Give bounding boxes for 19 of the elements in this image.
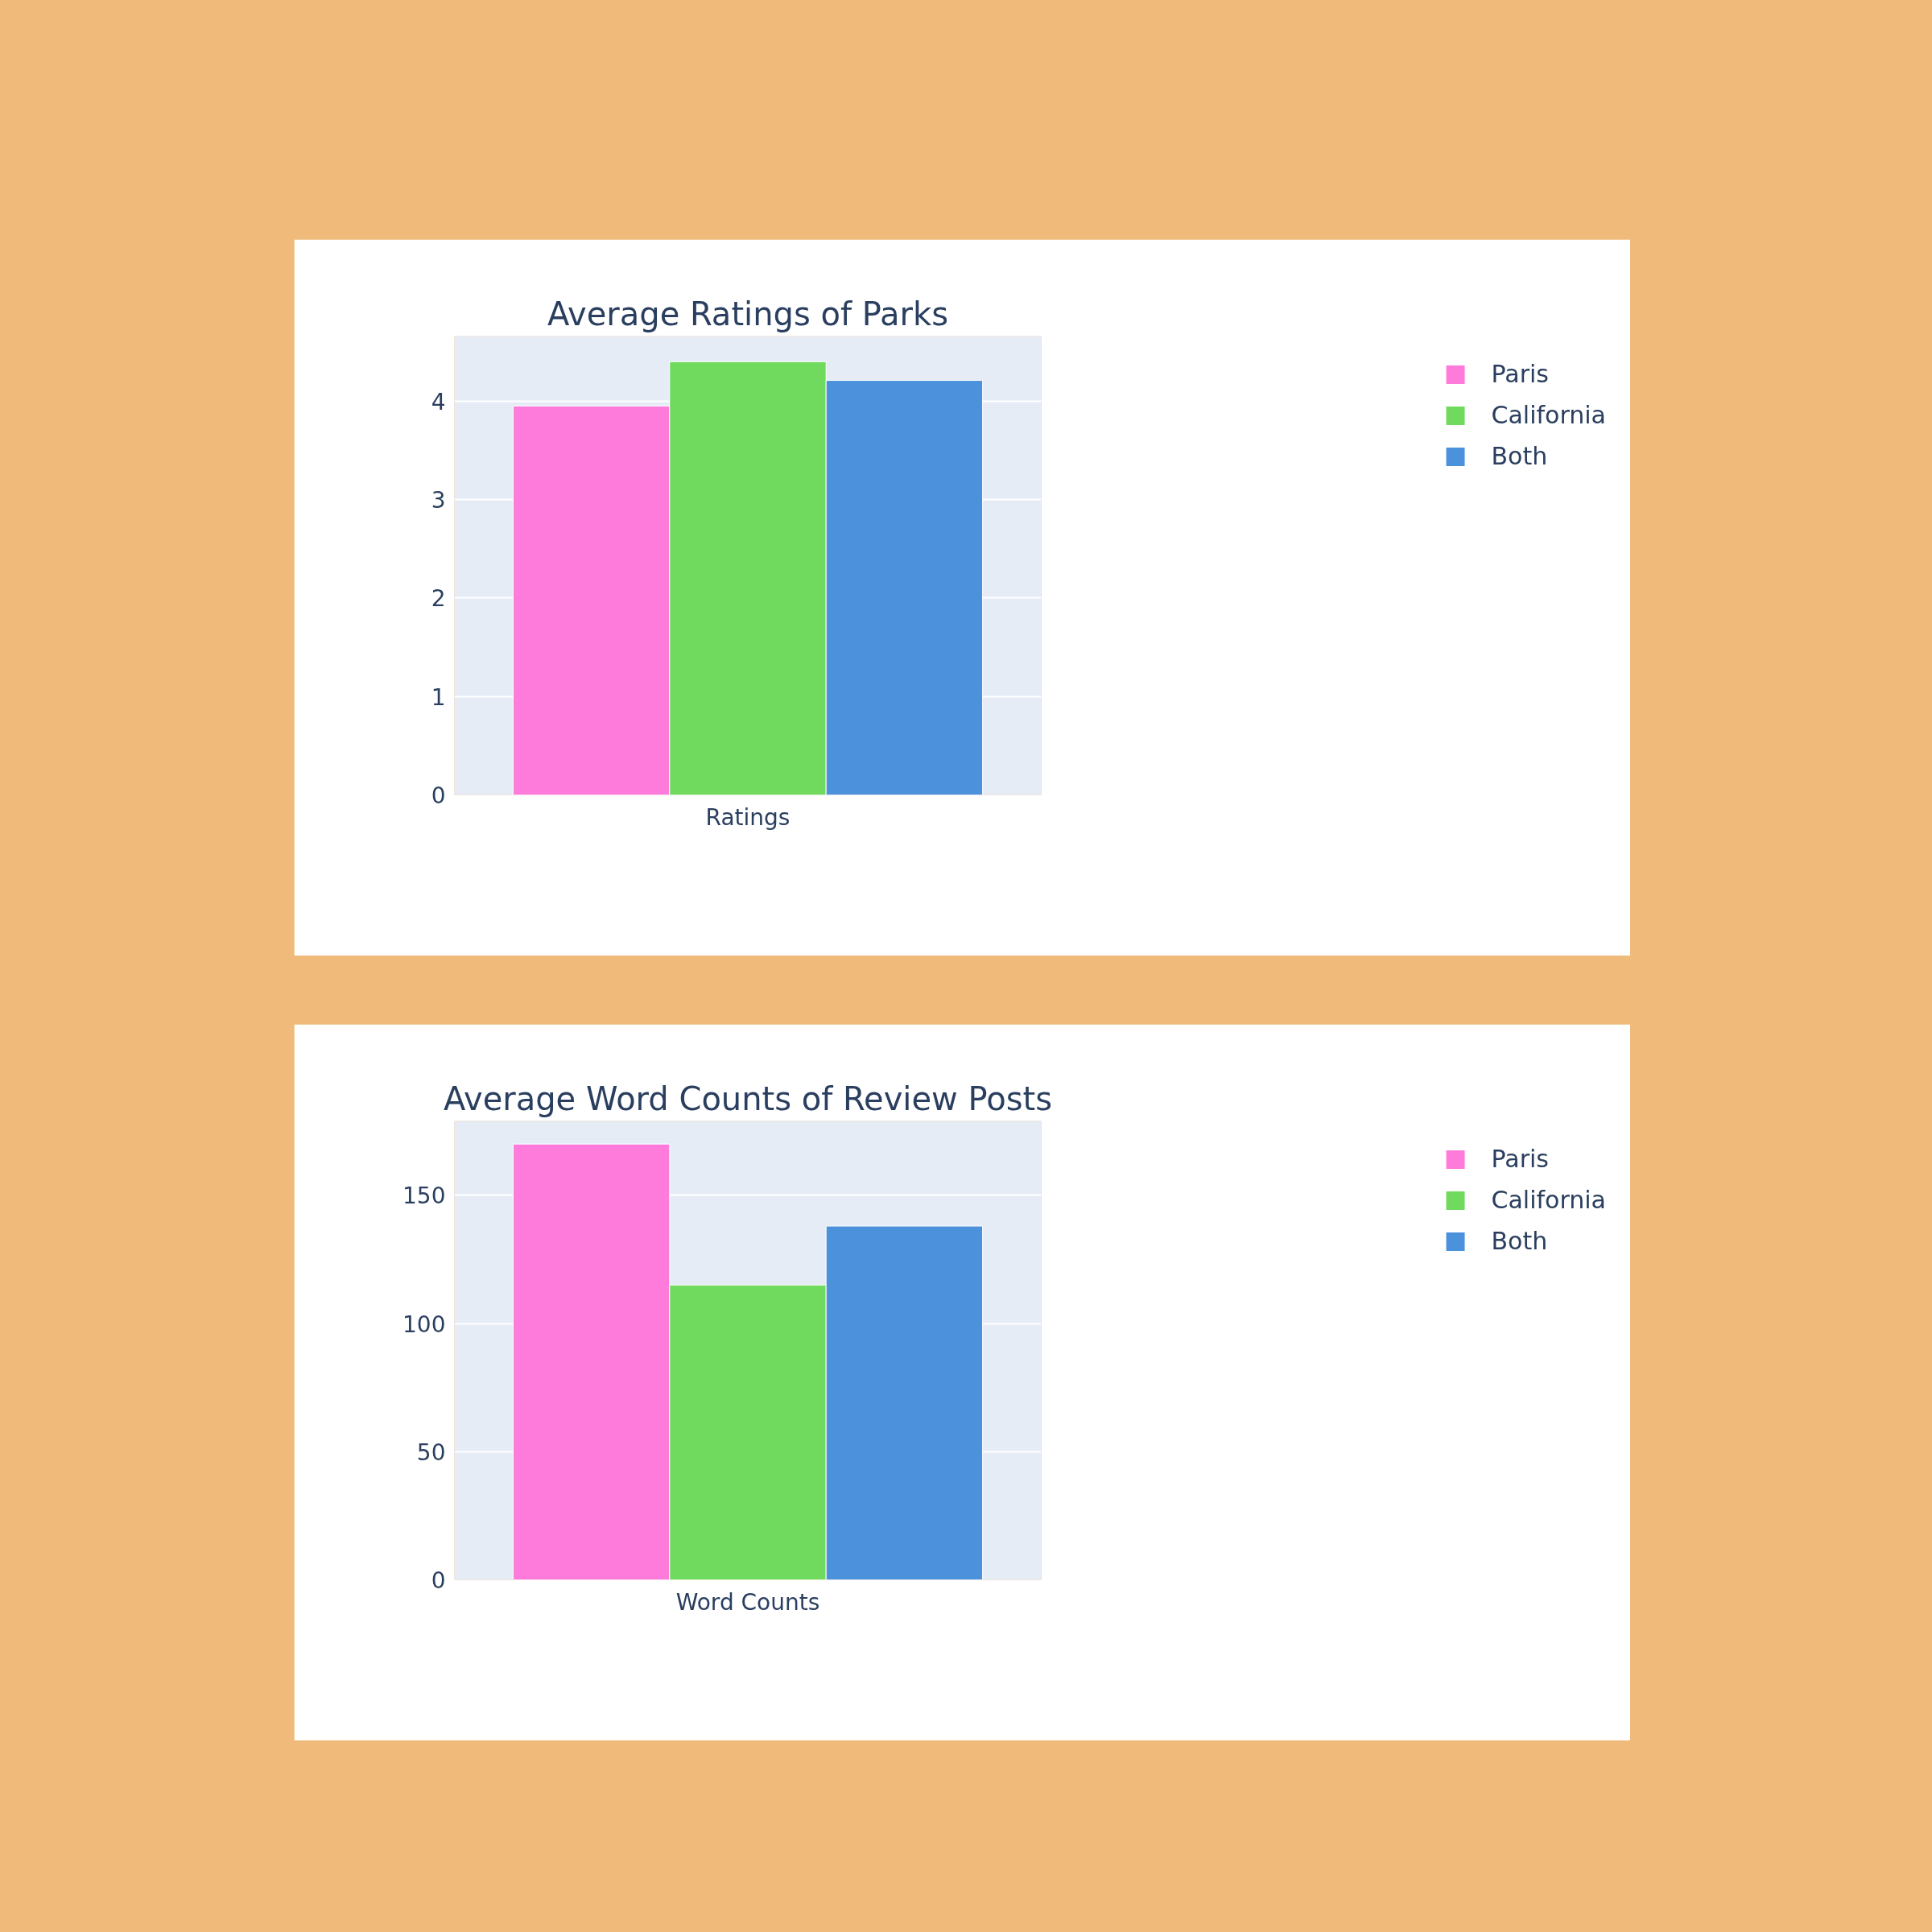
y-tick-label: 0: [431, 782, 446, 809]
x-tick-label: Ratings: [705, 803, 791, 831]
legend-label: Paris: [1491, 360, 1549, 388]
legend-label: California: [1491, 401, 1606, 429]
y-tick-label: 150: [402, 1183, 446, 1210]
x-tick-label: Word Counts: [675, 1588, 820, 1616]
chart-title: Average Word Counts of Review Posts: [443, 1080, 1053, 1117]
legend-label: Both: [1491, 1227, 1548, 1255]
y-tick-label: 3: [431, 487, 446, 514]
y-tick-label: 50: [416, 1439, 446, 1466]
y-tick-label: 1: [431, 683, 446, 711]
legend-label: California: [1491, 1186, 1606, 1214]
y-tick-label: 100: [402, 1311, 446, 1338]
legend-label: Paris: [1491, 1145, 1549, 1173]
y-tick-label: 0: [431, 1567, 446, 1594]
y-tick-label: 2: [431, 585, 446, 613]
chart-title: Average Ratings of Parks: [547, 295, 949, 332]
y-tick-label: 4: [431, 388, 446, 415]
legend-label: Both: [1491, 442, 1548, 470]
